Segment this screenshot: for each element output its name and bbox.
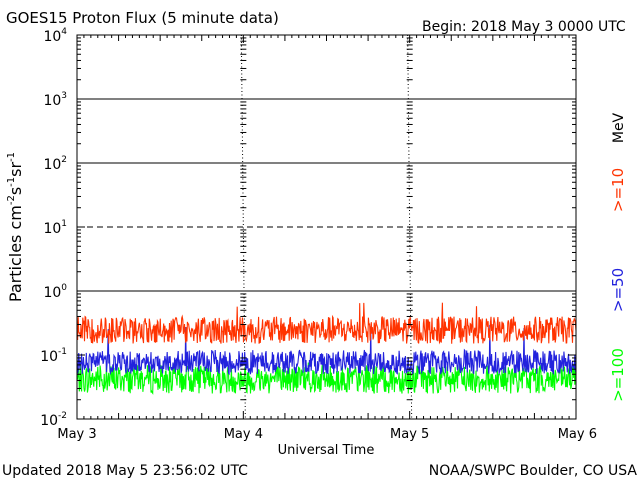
chart-title: GOES15 Proton Flux (5 minute data)	[6, 9, 279, 27]
series-line-0	[76, 302, 577, 345]
y-tick-label: 103	[43, 91, 67, 109]
y-tick-label: 10-2	[40, 411, 67, 429]
x-tick-label: May 6	[558, 427, 597, 442]
y-tick-base: 10	[43, 93, 61, 109]
y-tick-base: 10	[43, 29, 61, 45]
y-axis-label-sup1: -2	[6, 195, 17, 205]
y-axis-label: Particles cm-2s-1sr-1	[6, 152, 25, 302]
y-tick-label: 100	[43, 283, 67, 301]
legend-series-2: >=100	[609, 348, 627, 402]
y-tick-exp: 1	[61, 219, 67, 229]
y-axis-label-base: Particles cm	[6, 205, 25, 302]
y-tick-exp: 2	[61, 155, 67, 165]
legend-series-0: >=10	[609, 168, 627, 212]
y-tick-exp: -1	[58, 347, 67, 357]
y-tick-base: 10	[43, 157, 61, 173]
y-tick-base: 10	[43, 285, 61, 301]
y-axis-label-sup3: -1	[6, 152, 17, 162]
y-tick-label: 10-1	[40, 347, 67, 365]
x-tick-labels: May 3 May 4 May 5 May 6	[57, 427, 597, 442]
series-group	[76, 302, 577, 395]
y-axis-label-mid1: s	[6, 187, 25, 195]
source-credit: NOAA/SWPC Boulder, CO USA	[429, 463, 638, 479]
y-tick-marks	[77, 34, 576, 420]
updated-timestamp: Updated 2018 May 5 23:56:02 UTC	[2, 463, 248, 479]
x-tick-label: May 4	[224, 427, 263, 442]
y-axis-label-mid2: sr	[6, 162, 25, 177]
y-tick-exp: 3	[61, 91, 67, 101]
series-line-2	[76, 362, 577, 395]
y-axis-label-sup2: -1	[6, 177, 17, 187]
y-tick-exp: -2	[58, 411, 67, 421]
x-axis-label: Universal Time	[278, 443, 375, 458]
y-tick-exp: 0	[61, 283, 67, 293]
begin-label: Begin: 2018 May 3 0000 UTC	[422, 19, 626, 35]
x-tick-marks	[76, 35, 577, 419]
legend-series-1: >=50	[609, 268, 627, 312]
plot-area	[76, 34, 577, 420]
legend: >=10 >=50 >=100	[609, 168, 627, 402]
y-tick-label: 104	[43, 27, 67, 45]
y-tick-base: 10	[43, 221, 61, 237]
x-tick-label: May 5	[390, 427, 429, 442]
y-tick-base: 10	[40, 349, 58, 365]
y-tick-label: 101	[43, 219, 67, 237]
y-tick-label: 102	[43, 155, 67, 173]
legend-unit-mev: MeV	[611, 112, 627, 143]
series-line-1	[76, 324, 577, 376]
x-tick-label: May 3	[57, 427, 96, 442]
threshold-lines	[77, 98, 576, 292]
y-tick-base: 10	[40, 413, 58, 429]
y-tick-exp: 4	[61, 27, 67, 37]
